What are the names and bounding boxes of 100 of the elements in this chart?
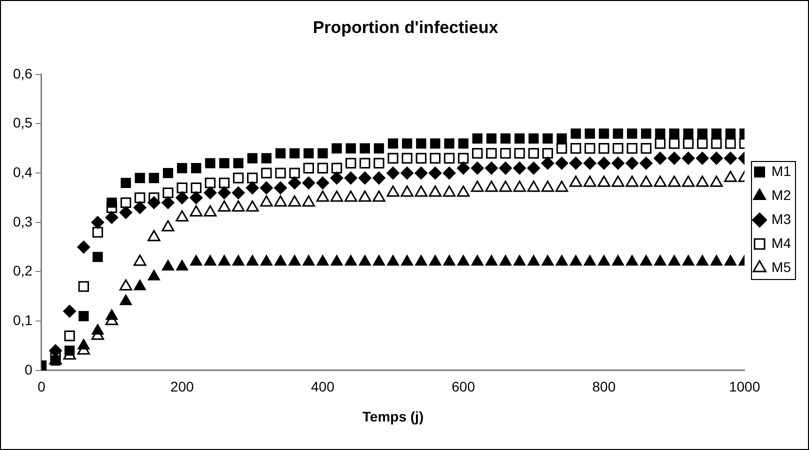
legend-label: M1	[772, 162, 792, 179]
point	[218, 200, 231, 212]
point	[697, 138, 708, 149]
point	[246, 181, 259, 194]
point	[485, 180, 498, 192]
point	[444, 152, 455, 164]
point	[358, 190, 372, 202]
point	[626, 176, 638, 187]
point	[612, 128, 624, 139]
point	[274, 254, 287, 266]
x-tick-label: 600	[452, 378, 476, 395]
point	[119, 279, 132, 291]
legend-label: M2	[772, 186, 792, 203]
point	[655, 128, 666, 139]
point	[148, 172, 160, 184]
point	[682, 138, 694, 149]
point	[570, 128, 581, 139]
point	[654, 254, 666, 266]
point	[176, 260, 188, 271]
point	[106, 198, 117, 208]
point	[444, 138, 454, 149]
point	[682, 176, 695, 187]
point	[583, 176, 596, 187]
point	[443, 254, 456, 266]
point	[725, 128, 736, 139]
point	[246, 254, 259, 266]
y-tick-label: 0,1	[12, 312, 33, 328]
point	[232, 186, 245, 200]
point	[332, 143, 342, 154]
point	[190, 191, 203, 204]
point	[302, 176, 316, 190]
x-tick-label: 400	[311, 378, 335, 395]
point	[204, 178, 216, 188]
point	[148, 230, 160, 242]
point	[683, 128, 694, 139]
point	[162, 220, 174, 232]
point	[710, 254, 723, 266]
point	[386, 166, 400, 180]
point	[134, 192, 146, 204]
point	[358, 254, 372, 266]
point	[176, 210, 188, 222]
point	[458, 138, 468, 149]
point	[486, 148, 497, 159]
legend-label: M4	[772, 234, 792, 251]
point	[598, 176, 610, 187]
point	[302, 195, 316, 207]
point	[612, 143, 624, 154]
point	[556, 133, 567, 144]
point	[388, 152, 398, 164]
point	[289, 148, 300, 158]
point	[120, 178, 131, 188]
point	[344, 172, 358, 184]
y-tick-label: 0	[24, 361, 33, 378]
point	[598, 143, 610, 154]
point	[654, 152, 667, 165]
point	[584, 128, 595, 139]
point	[527, 254, 540, 266]
point	[457, 254, 470, 266]
point	[542, 148, 554, 159]
point	[542, 133, 553, 144]
point	[304, 148, 314, 158]
point	[513, 254, 526, 266]
point	[247, 153, 258, 164]
y-tick-label: 0,5	[12, 114, 33, 131]
point	[232, 172, 244, 184]
point	[710, 176, 723, 187]
point	[527, 162, 540, 175]
point	[499, 254, 512, 266]
point	[500, 133, 511, 144]
point	[330, 190, 344, 202]
point	[134, 254, 146, 266]
point	[106, 309, 118, 320]
point	[416, 152, 426, 164]
point	[288, 176, 302, 190]
point	[120, 294, 132, 306]
point	[626, 156, 639, 170]
point	[402, 138, 412, 149]
point	[247, 172, 258, 184]
point	[513, 162, 526, 175]
point	[400, 254, 414, 266]
point	[429, 254, 442, 266]
point	[654, 138, 666, 149]
point	[612, 176, 624, 187]
point	[514, 133, 525, 144]
point	[570, 143, 582, 154]
point	[331, 162, 342, 174]
point	[626, 143, 638, 154]
point	[669, 128, 680, 139]
point	[528, 133, 539, 144]
point	[612, 254, 624, 266]
point	[232, 200, 245, 212]
point	[386, 254, 400, 266]
point	[541, 156, 554, 170]
point	[442, 186, 456, 197]
point	[162, 168, 174, 178]
point	[556, 143, 568, 154]
point	[471, 180, 484, 192]
point	[289, 168, 300, 178]
point	[372, 172, 386, 184]
point	[458, 152, 469, 164]
